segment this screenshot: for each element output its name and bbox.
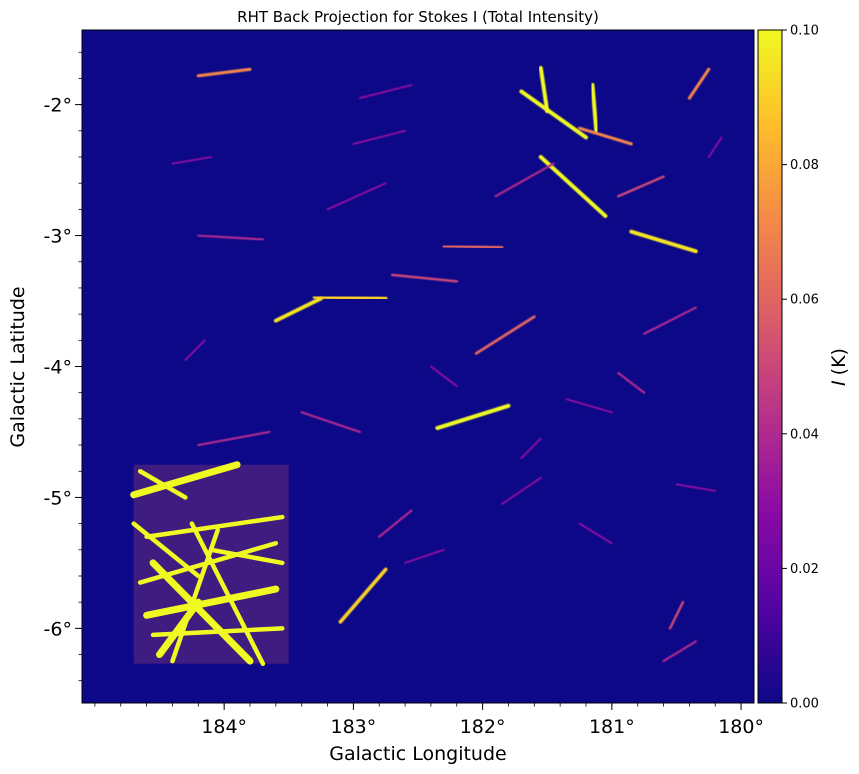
filament: [358, 84, 413, 100]
colorbar-tick-label: 0.08: [790, 158, 819, 173]
x-tick-label: 183°: [331, 716, 377, 738]
filament: [197, 234, 265, 241]
filament: [300, 411, 361, 434]
filament: [668, 600, 685, 630]
y-tick-label: -6°: [44, 618, 72, 640]
filament: [442, 244, 504, 249]
y-axis: -2° -3° -4° -5° -6°: [44, 51, 82, 682]
filament: [474, 315, 536, 355]
filament: [538, 155, 608, 218]
filament: [617, 371, 646, 394]
y-tick-label: -3°: [44, 226, 72, 248]
x-tick-label: 184°: [201, 716, 247, 738]
filament: [494, 162, 555, 198]
colorbar-label-unit: (K): [828, 348, 850, 375]
y-axis-label: Galactic Latitude: [7, 286, 29, 447]
x-tick-label: 182°: [460, 716, 506, 738]
x-tick-label: 181°: [589, 716, 635, 738]
bright-streak: [170, 527, 220, 664]
filament: [404, 548, 445, 564]
filament: [338, 567, 388, 624]
filament: [590, 82, 599, 133]
filament: [171, 156, 213, 165]
filament: [352, 129, 407, 145]
filament: [273, 296, 324, 323]
bright-streak: [144, 514, 285, 539]
colorbar-ticks: 0.00 0.02 0.04 0.06 0.08 0.10: [782, 24, 819, 712]
filament: [378, 509, 413, 538]
filament: [197, 430, 271, 447]
filament: [326, 182, 387, 211]
filament: [578, 522, 613, 545]
y-tick-label: -5°: [44, 487, 72, 509]
x-tick-label: 180°: [718, 716, 764, 738]
filament: [435, 403, 511, 431]
bright-streak: [189, 521, 266, 666]
bright-streak: [137, 468, 188, 500]
colorbar-label-var: I: [828, 380, 850, 386]
plot-area: [81, 29, 755, 704]
filament: [429, 365, 458, 388]
filament: [196, 67, 252, 78]
colorbar-tick-label: 0.10: [790, 24, 819, 39]
colorbar-tick-label: 0.00: [790, 697, 819, 712]
filament-layer: [130, 65, 723, 666]
filament: [390, 273, 459, 283]
filament: [643, 306, 697, 335]
colorbar-label: I (K): [828, 348, 850, 386]
bright-streak: [131, 521, 201, 579]
x-axis-label: Galactic Longitude: [329, 743, 506, 765]
filament: [312, 295, 388, 301]
bright-streak: [149, 559, 254, 665]
filament: [675, 483, 717, 492]
filament: [538, 65, 550, 114]
heatmap-background: [82, 30, 754, 703]
bright-streak: [208, 547, 285, 566]
filament: [565, 398, 613, 414]
colorbar-tick-label: 0.04: [790, 427, 819, 442]
chart-title: RHT Back Projection for Stokes I (Total …: [237, 8, 599, 26]
filament: [519, 89, 588, 140]
filament: [617, 175, 665, 198]
filament: [184, 339, 206, 361]
filament: [501, 476, 542, 505]
x-axis: 184° 183° 182° 181° 180°: [94, 703, 764, 738]
bright-streak: [130, 461, 241, 499]
colorbar: 0.00 0.02 0.04 0.06 0.08 0.10 I (K): [757, 24, 850, 712]
filament: [629, 229, 698, 254]
y-tick-label: -2°: [44, 95, 72, 117]
colorbar-tick-label: 0.02: [790, 562, 819, 577]
filament: [687, 67, 711, 100]
bright-streak: [156, 598, 202, 659]
filament: [520, 437, 542, 460]
filament: [662, 640, 697, 663]
bright-streak: [143, 585, 280, 619]
filament: [577, 126, 633, 146]
filament: [707, 136, 723, 158]
colorbar-tick-label: 0.06: [790, 293, 819, 308]
y-tick-label: -4°: [44, 357, 72, 379]
colorbar-gradient: [757, 29, 783, 704]
